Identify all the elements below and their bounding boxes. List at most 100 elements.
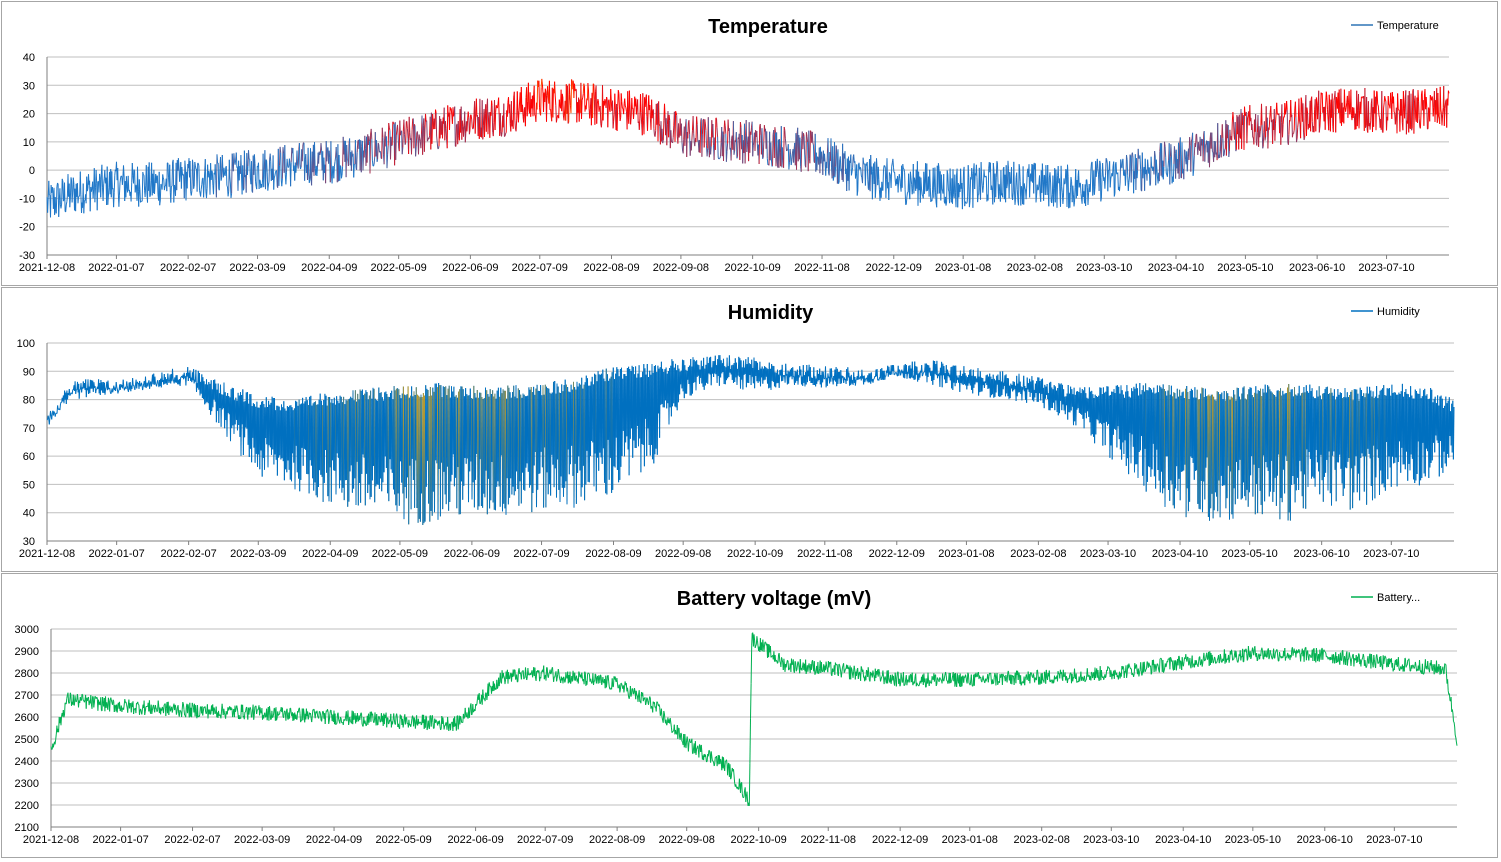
data-segment <box>549 81 550 110</box>
data-segment <box>1166 173 1167 174</box>
data-segment <box>492 106 493 133</box>
data-segment <box>763 158 764 159</box>
data-segment <box>1368 101 1369 126</box>
data-segment <box>426 114 427 122</box>
data-segment <box>1370 121 1371 130</box>
data-segment <box>582 98 583 100</box>
data-segment <box>817 157 818 170</box>
data-segment <box>620 117 621 121</box>
data-segment <box>1065 184 1066 185</box>
data-segment <box>737 157 738 159</box>
data-segment <box>622 102 623 108</box>
data-segment <box>297 151 298 166</box>
data-segment <box>705 124 706 130</box>
data-segment <box>150 181 151 196</box>
data-segment <box>414 124 415 125</box>
data-segment <box>1440 87 1441 109</box>
data-segment <box>1123 159 1124 175</box>
data-segment <box>555 82 556 96</box>
y-tick-label: 2800 <box>15 668 39 680</box>
data-segment <box>193 160 194 165</box>
data-segment <box>1089 184 1090 192</box>
data-segment <box>894 365 895 375</box>
data-segment <box>1300 121 1301 125</box>
data-segment <box>1044 175 1045 201</box>
data-segment <box>947 170 948 174</box>
data-segment <box>589 91 590 109</box>
data-segment <box>109 388 110 389</box>
data-segment <box>126 176 127 187</box>
data-segment <box>174 185 175 187</box>
data-segment <box>392 122 393 145</box>
y-tick-label: 30 <box>23 80 35 92</box>
data-segment <box>912 362 913 378</box>
data-segment <box>1376 91 1377 130</box>
data-segment <box>162 373 163 382</box>
data-segment <box>123 380 124 387</box>
data-segment <box>334 162 335 167</box>
data-segment <box>1442 115 1443 126</box>
data-segment <box>473 115 474 128</box>
data-segment <box>659 124 660 126</box>
data-segment <box>893 159 894 168</box>
data-segment <box>1107 159 1108 163</box>
data-segment <box>1287 110 1288 143</box>
data-segment <box>856 379 857 380</box>
data-segment <box>1383 108 1384 133</box>
data-segment <box>807 136 808 142</box>
data-segment <box>419 135 420 139</box>
x-tick-label: 2022-05-09 <box>376 834 432 846</box>
data-segment <box>1233 118 1234 134</box>
data-segment <box>124 388 125 390</box>
data-segment <box>999 184 1000 192</box>
data-segment <box>545 89 546 92</box>
data-segment <box>1318 106 1319 119</box>
data-segment <box>112 171 113 189</box>
data-segment <box>725 126 726 134</box>
data-segment <box>854 155 855 163</box>
data-segment <box>1394 112 1395 113</box>
data-segment <box>1118 173 1119 190</box>
data-segment <box>1125 174 1126 186</box>
data-segment <box>257 166 258 189</box>
data-segment <box>1448 91 1449 106</box>
data-segment <box>1121 159 1122 165</box>
data-segment <box>901 372 902 375</box>
data-segment <box>625 99 626 106</box>
data-segment <box>564 112 565 121</box>
data-segment <box>641 94 642 112</box>
data-segment <box>1110 179 1111 188</box>
data-segment <box>618 90 619 93</box>
data-segment <box>1328 110 1329 120</box>
data-segment <box>967 197 968 203</box>
data-segment <box>860 167 861 168</box>
data-segment <box>433 114 434 120</box>
data-segment <box>1314 110 1315 132</box>
data-segment <box>141 383 142 386</box>
data-segment <box>1250 105 1251 121</box>
data-segment <box>629 91 630 108</box>
data-segment <box>1108 170 1109 191</box>
data-segment <box>61 204 62 208</box>
data-segment <box>572 81 573 90</box>
data-segment <box>1100 164 1101 202</box>
data-segment <box>601 120 602 128</box>
data-segment <box>857 191 858 196</box>
data-segment <box>1165 147 1166 158</box>
data-segment <box>1193 133 1194 176</box>
data-segment <box>266 160 267 190</box>
data-segment <box>1034 163 1035 194</box>
data-segment <box>568 122 569 123</box>
data-segment <box>1205 145 1206 162</box>
data-segment <box>288 167 289 168</box>
data-segment <box>119 195 120 206</box>
data-segment <box>910 172 911 178</box>
data-segment <box>1094 187 1095 195</box>
data-segment <box>305 159 306 180</box>
data-segment <box>212 171 213 185</box>
data-segment <box>170 165 171 193</box>
data-segment <box>1093 191 1094 196</box>
data-segment <box>451 108 452 115</box>
data-segment <box>750 132 751 153</box>
